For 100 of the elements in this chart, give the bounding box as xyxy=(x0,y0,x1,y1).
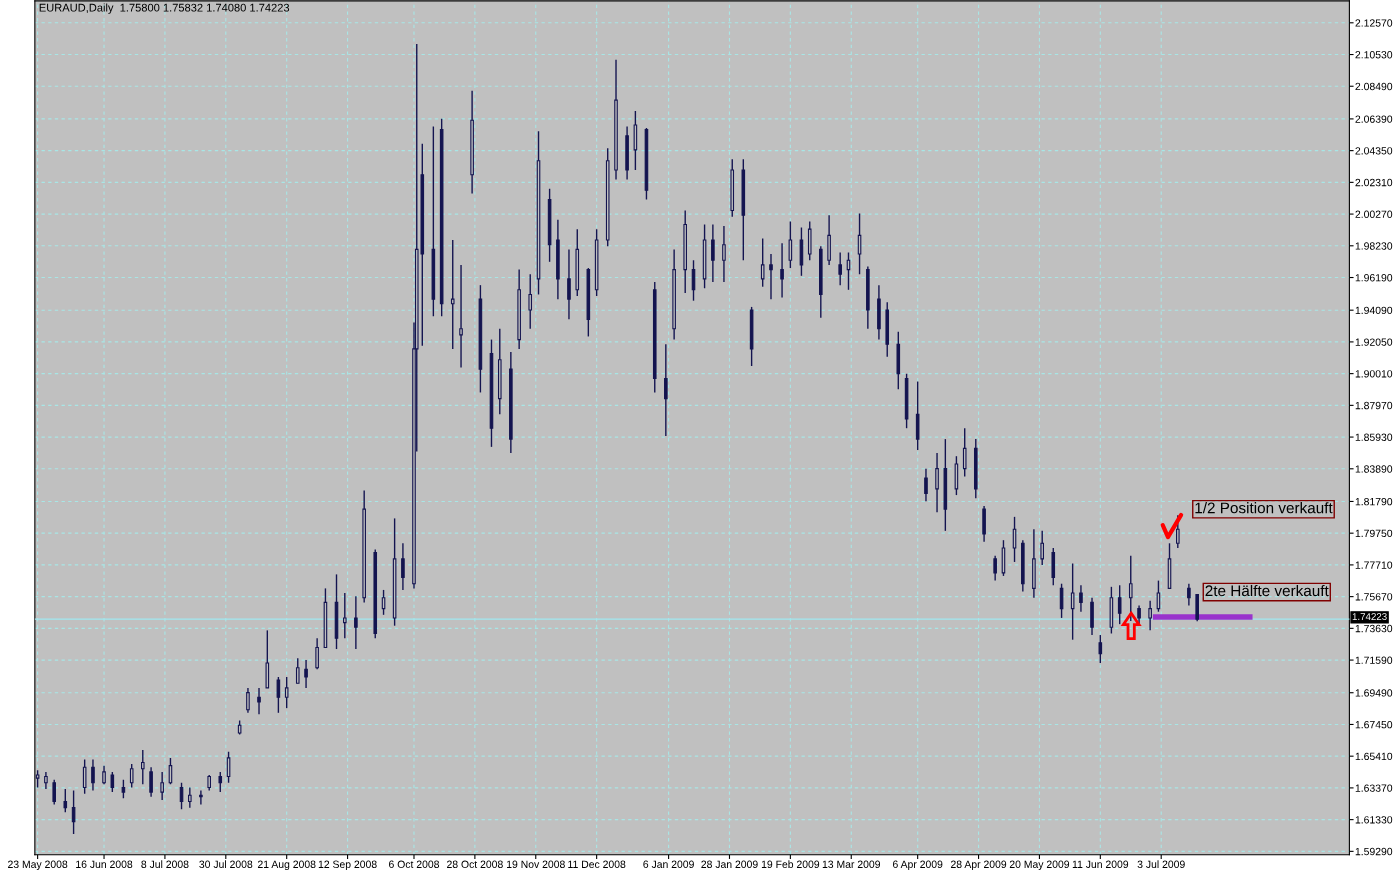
candlestick xyxy=(924,467,928,502)
x-tick-label: 13 Mar 2009 xyxy=(822,860,880,868)
candlestick xyxy=(1070,562,1075,641)
candlestick xyxy=(1148,600,1152,632)
x-tick-label: 3 Jul 2009 xyxy=(1137,860,1185,868)
candlestick xyxy=(769,253,773,300)
candlestick xyxy=(711,223,715,283)
candlestick xyxy=(218,771,223,793)
candlestick xyxy=(63,788,68,814)
candlestick xyxy=(935,452,939,513)
y-tick-label: 1.81790 xyxy=(1355,497,1393,506)
candlestick xyxy=(722,225,726,283)
x-tick-label: 19 Feb 2009 xyxy=(761,860,820,868)
x-tick-label: 16 Jun 2008 xyxy=(76,860,133,868)
x-tick-label: 28 Apr 2009 xyxy=(950,860,1007,871)
y-tick-label: 1.79750 xyxy=(1355,529,1393,538)
candlestick xyxy=(1098,634,1103,664)
candlestick xyxy=(246,687,250,714)
x-tick-label: 11 Dec 2008 xyxy=(568,860,626,868)
candlestick xyxy=(1117,584,1122,625)
x-tick-label: 21 Aug 2008 xyxy=(257,860,316,871)
candlestick xyxy=(1176,514,1180,549)
candlestick xyxy=(760,237,765,288)
candlestick xyxy=(838,251,842,286)
x-tick-label: 6 Jan 2009 xyxy=(643,860,694,868)
candlestick xyxy=(401,542,405,591)
x-tick-label: 30 Jul 2008 xyxy=(199,860,253,868)
x-tick-label: 6 Apr 2009 xyxy=(893,860,943,871)
candlestick xyxy=(343,592,347,639)
candlestick xyxy=(52,778,57,806)
candlestick xyxy=(91,758,95,792)
y-tick-label: 2.04350 xyxy=(1355,147,1393,155)
candlestick xyxy=(788,220,793,269)
candlestick xyxy=(257,687,261,716)
annotation: 2te Hälfte verkauft xyxy=(1205,584,1329,597)
y-tick-label: 1.94090 xyxy=(1355,306,1393,315)
x-tick-label: 28 Oct 2008 xyxy=(447,860,503,868)
candlestick xyxy=(1137,604,1141,625)
y-tick-label: 1.71590 xyxy=(1355,656,1393,664)
candlestick xyxy=(284,676,289,709)
ref-line-label: 1.74223 xyxy=(1352,613,1387,620)
y-tick-label: 1.63370 xyxy=(1355,784,1393,792)
y-tick-label: 1.90010 xyxy=(1355,370,1393,378)
y-tick-label: 1.96190 xyxy=(1355,274,1393,282)
y-tick-label: 1.77710 xyxy=(1355,561,1393,569)
candlestick xyxy=(110,771,115,793)
x-tick-label: 6 Oct 2008 xyxy=(389,860,440,868)
y-tick-label: 1.92050 xyxy=(1355,338,1393,346)
candlestick xyxy=(1128,555,1133,622)
candlestick xyxy=(188,786,192,809)
candlestick xyxy=(199,789,203,806)
chart-title: EURAUD,Daily 1.75800 1.75832 1.74080 1.74223 xyxy=(39,3,290,14)
x-tick-label: 23 May 2008 xyxy=(8,860,68,871)
y-tick-label: 2.02310 xyxy=(1355,178,1393,187)
candlestick xyxy=(82,758,87,795)
y-tick-label: 1.83890 xyxy=(1355,465,1393,473)
candlestick xyxy=(528,273,533,330)
y-tick-label: 2.06390 xyxy=(1355,115,1393,123)
candlestick xyxy=(993,555,997,582)
candlestick xyxy=(1040,530,1045,566)
candlestick xyxy=(140,749,145,786)
y-tick-label: 1.61330 xyxy=(1355,816,1393,824)
candlestick xyxy=(102,764,106,786)
candlestick xyxy=(149,766,153,798)
y-tick-label: 1.87970 xyxy=(1355,401,1393,410)
x-tick-label: 28 Jan 2009 xyxy=(701,860,758,868)
y-tick-label: 1.85930 xyxy=(1355,433,1393,441)
y-tick-label: 1.59290 xyxy=(1355,847,1393,856)
annotation: 1/2 Position verkauft xyxy=(1195,502,1333,514)
candlestick xyxy=(304,659,308,689)
candlestick xyxy=(780,242,784,299)
y-tick-label: 2.00270 xyxy=(1355,210,1393,218)
y-tick-label: 1.98230 xyxy=(1355,242,1393,250)
y-tick-label: 2.08490 xyxy=(1355,82,1393,91)
y-tick-label: 1.75670 xyxy=(1355,593,1393,601)
candlestick xyxy=(962,427,967,478)
candlestick xyxy=(121,778,126,800)
candlestick xyxy=(276,676,281,714)
candlestick xyxy=(450,239,455,350)
y-tick-label: 2.10530 xyxy=(1355,51,1393,59)
y-tick-label: 2.12570 xyxy=(1355,19,1393,27)
candlestick xyxy=(129,763,134,789)
y-tick-label: 1.73630 xyxy=(1355,624,1393,633)
y-tick-label: 1.67450 xyxy=(1355,720,1393,729)
y-tick-label: 1.69490 xyxy=(1355,689,1393,697)
y-tick-label: 1.65410 xyxy=(1355,752,1393,761)
x-tick-label: 11 Jun 2009 xyxy=(1072,860,1129,868)
candlestick xyxy=(160,771,164,801)
x-tick-label: 12 Sep 2008 xyxy=(318,860,377,871)
candlestick xyxy=(295,657,300,684)
candlestick xyxy=(459,264,463,369)
candlestick xyxy=(315,637,319,670)
candlestick xyxy=(354,595,358,650)
x-tick-label: 8 Jul 2008 xyxy=(141,860,189,868)
candlestick xyxy=(567,248,571,321)
candlestick xyxy=(1187,583,1191,607)
x-tick-label: 20 May 2009 xyxy=(1009,860,1070,871)
x-tick-label: 19 Nov 2008 xyxy=(507,860,565,868)
candlestick xyxy=(1079,584,1083,613)
candlestick xyxy=(664,343,668,437)
